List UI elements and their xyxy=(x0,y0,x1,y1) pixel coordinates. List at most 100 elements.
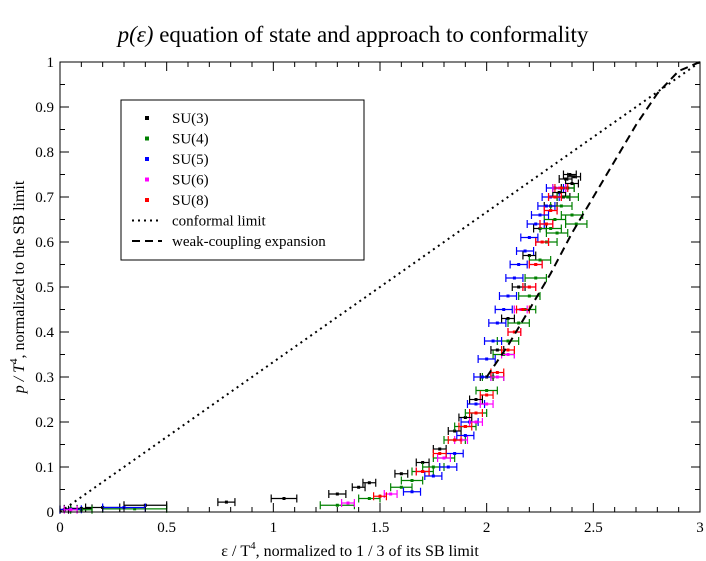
point-su-6 xyxy=(469,418,483,426)
data-point xyxy=(367,497,371,500)
data-point xyxy=(485,393,489,397)
data-point xyxy=(474,420,478,424)
data-point xyxy=(549,209,553,212)
point-su-4 xyxy=(560,211,584,219)
data-point xyxy=(544,204,548,208)
y-tick-label: 0.2 xyxy=(35,415,54,431)
y-tick-label: 0.5 xyxy=(35,280,54,296)
point-su-3 xyxy=(432,445,447,453)
point-su-5 xyxy=(488,319,507,327)
data-point xyxy=(438,447,442,451)
data-point xyxy=(570,182,574,185)
y-tick-label: 0.6 xyxy=(35,235,54,251)
data-point xyxy=(517,285,521,289)
data-point xyxy=(517,263,521,266)
data-point xyxy=(495,321,499,325)
data-point xyxy=(527,285,531,289)
point-su-8 xyxy=(507,328,522,336)
legend-marker xyxy=(145,198,149,202)
data-point xyxy=(485,389,489,392)
point-su-3 xyxy=(447,427,462,435)
data-point xyxy=(568,173,572,176)
data-point xyxy=(572,175,576,179)
point-su-8 xyxy=(458,422,473,431)
point-su-3 xyxy=(567,172,582,181)
data-point xyxy=(495,348,499,352)
data-point xyxy=(506,353,510,356)
legend-label: conformal limit xyxy=(172,214,267,230)
point-su-3 xyxy=(394,469,409,478)
data-point xyxy=(534,263,538,266)
point-su-8 xyxy=(373,492,387,501)
point-su-5 xyxy=(509,260,528,269)
point-su-8 xyxy=(547,193,562,201)
data-point xyxy=(367,481,371,485)
data-point xyxy=(540,240,544,244)
point-su-8 xyxy=(528,260,543,269)
data-point xyxy=(559,204,563,208)
point-su-4 xyxy=(390,483,413,492)
data-point xyxy=(485,402,489,406)
data-point xyxy=(378,494,382,498)
x-tick-label: 0 xyxy=(56,520,64,536)
data-point xyxy=(495,375,499,379)
data-point xyxy=(421,461,425,464)
data-point xyxy=(224,500,228,504)
data-point xyxy=(512,330,516,334)
legend-label: SU(5) xyxy=(172,152,209,168)
point-su-4 xyxy=(507,319,530,327)
data-point xyxy=(512,276,516,280)
point-su-8 xyxy=(447,436,462,444)
legend-label: SU(8) xyxy=(172,193,209,209)
y-tick-label: 1 xyxy=(47,55,55,71)
point-su-5 xyxy=(498,292,518,300)
point-su-3 xyxy=(270,494,298,503)
point-su-3 xyxy=(564,179,580,188)
data-point xyxy=(517,321,521,325)
conformal-limit-line xyxy=(59,61,701,513)
point-su-6 xyxy=(437,454,451,462)
x-tick-label: 1.5 xyxy=(371,520,390,536)
y-tick-label: 0.9 xyxy=(35,100,54,116)
data-point xyxy=(534,276,538,280)
data-point xyxy=(564,177,568,181)
data-point xyxy=(463,416,467,419)
point-su-8 xyxy=(479,391,494,399)
y-tick-label: 0 xyxy=(47,505,55,521)
point-su-5 xyxy=(483,337,503,345)
point-su-4 xyxy=(528,256,552,264)
data-point xyxy=(69,508,73,512)
point-su-4 xyxy=(539,224,562,233)
data-point xyxy=(410,479,414,482)
point-su-5 xyxy=(515,247,535,255)
point-su-6 xyxy=(341,499,355,507)
data-point xyxy=(553,195,557,199)
data-point xyxy=(474,402,478,406)
data-point xyxy=(566,195,570,199)
y-tick-label: 0.3 xyxy=(35,370,54,386)
data-point xyxy=(399,485,403,489)
point-su-3 xyxy=(522,251,537,260)
point-su-8 xyxy=(539,220,554,228)
point-su-5 xyxy=(424,472,443,480)
point-su-5 xyxy=(530,211,550,219)
data-point xyxy=(480,375,484,379)
data-point xyxy=(463,425,467,428)
legend-label: SU(3) xyxy=(172,111,209,127)
data-point xyxy=(506,348,510,352)
data-point xyxy=(442,456,446,460)
data-point xyxy=(534,222,538,226)
data-point xyxy=(557,191,561,194)
legend-marker xyxy=(145,116,149,120)
legend-marker xyxy=(145,157,149,161)
data-point xyxy=(410,490,414,494)
y-tick-label: 0.1 xyxy=(35,460,54,476)
point-su-4 xyxy=(545,229,569,237)
weak-coupling-line xyxy=(485,61,701,378)
point-su-5 xyxy=(537,202,556,210)
data-point xyxy=(495,371,499,374)
y-tick-label: 0.4 xyxy=(35,325,54,341)
data-point xyxy=(502,308,506,311)
legend-label: weak-coupling expansion xyxy=(172,234,326,250)
data-point xyxy=(523,249,527,253)
